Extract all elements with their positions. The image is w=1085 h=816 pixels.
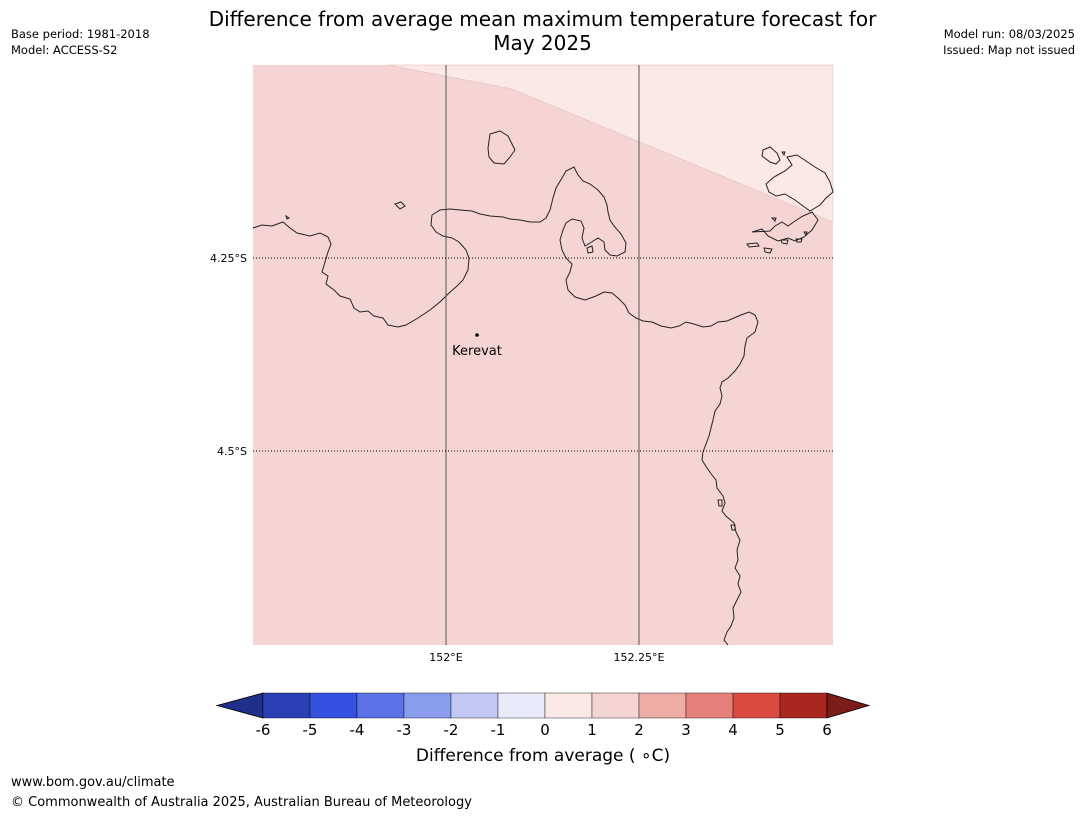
colorbar-segment-8 (638, 692, 687, 719)
coastline-island-6 (765, 154, 834, 212)
coastline-island-2 (394, 201, 406, 210)
colorbar: -6 -5 -4 -3 -2 -1 0 1 2 3 4 5 6 (215, 692, 871, 739)
colorbar-tick-label-2: -4 (350, 721, 365, 739)
colorbar-tick-label-6: 0 (540, 721, 550, 739)
coastline-island-5 (761, 146, 781, 165)
colorbar-label: Difference from average ( ∘C) (415, 746, 671, 766)
coastline-island-7 (751, 211, 819, 242)
gridlines (253, 65, 833, 645)
coastline-islet-12 (770, 217, 777, 222)
coastline-islet-9 (763, 247, 773, 254)
coastline-islet-8 (746, 242, 760, 248)
coastline-islet-14 (781, 151, 786, 157)
colorbar-segment-1 (309, 692, 358, 719)
colorbar-segment-9 (685, 692, 734, 719)
colorbar-tick-label-7: 1 (587, 721, 597, 739)
colorbar-tick-label-12: 6 (822, 721, 832, 739)
colorbar-tick-label-3: -3 (397, 721, 412, 739)
coastline-islet-15 (717, 499, 723, 507)
anomaly-zone-light (387, 64, 834, 223)
model-text: Model: ACCESS-S2 (11, 43, 118, 57)
colorbar-segment-4 (450, 692, 499, 719)
coastline-islet-10 (780, 239, 789, 245)
header-meta-left: Base period: 1981-2018 Model: ACCESS-S2 (11, 26, 150, 58)
page-title: Difference from average mean maximum tem… (150, 7, 935, 55)
issued-text: Issued: Map not issued (943, 43, 1075, 57)
colorbar-segment-5 (497, 692, 546, 719)
coastline-island-3 (285, 214, 290, 220)
coastline-islet-4 (586, 245, 594, 254)
coastline-group (252, 130, 834, 646)
title-line-1: Difference from average mean maximum tem… (208, 7, 877, 31)
colorbar-segment-7 (591, 692, 640, 719)
colorbar-tick-label-9: 3 (681, 721, 691, 739)
colorbar-tick-label-5: -1 (491, 721, 506, 739)
colorbar-tick-label-11: 5 (775, 721, 785, 739)
colorbar-tick-label-0: -6 (256, 721, 271, 739)
coastline-islet-13 (803, 231, 808, 237)
colorbar-extend-high (826, 692, 871, 719)
coastline-islet-11 (795, 238, 803, 243)
footer-copyright: © Commonwealth of Australia 2025, Austra… (11, 795, 472, 810)
colorbar-segment-10 (732, 692, 781, 719)
colorbar-tick-label-8: 2 (634, 721, 644, 739)
colorbar-segment-11 (779, 692, 828, 719)
colorbar-tick-label-10: 4 (728, 721, 738, 739)
colorbar-tick-label-1: -5 (303, 721, 318, 739)
colorbar-segment-0 (262, 692, 311, 719)
model-run-text: Model run: 08/03/2025 (943, 27, 1075, 41)
lon-label-152: 152°E (429, 651, 462, 664)
base-period-text: Base period: 1981-2018 (11, 27, 150, 41)
coastline-island-1 (487, 130, 516, 165)
header-meta-right: Model run: 08/03/2025 Issued: Map not is… (943, 26, 1075, 58)
colorbar-segment-3 (403, 692, 452, 719)
colorbar-extend-low (215, 692, 264, 719)
lat-label-4-25: 4.25°S (210, 252, 247, 265)
lat-label-4-5: 4.5°S (217, 445, 247, 458)
footer-url: www.bom.gov.au/climate (11, 775, 175, 790)
colorbar-tick-label-4: -2 (444, 721, 459, 739)
title-line-2: May 2025 (493, 31, 592, 55)
colorbar-segment-2 (356, 692, 405, 719)
lon-label-152-25: 152.25°E (614, 651, 665, 664)
kerevat-marker (475, 333, 479, 337)
coastline-islet-16 (730, 524, 736, 531)
coastline-main (252, 166, 759, 646)
colorbar-segment-6 (544, 692, 593, 719)
kerevat-label: Kerevat (452, 344, 502, 359)
